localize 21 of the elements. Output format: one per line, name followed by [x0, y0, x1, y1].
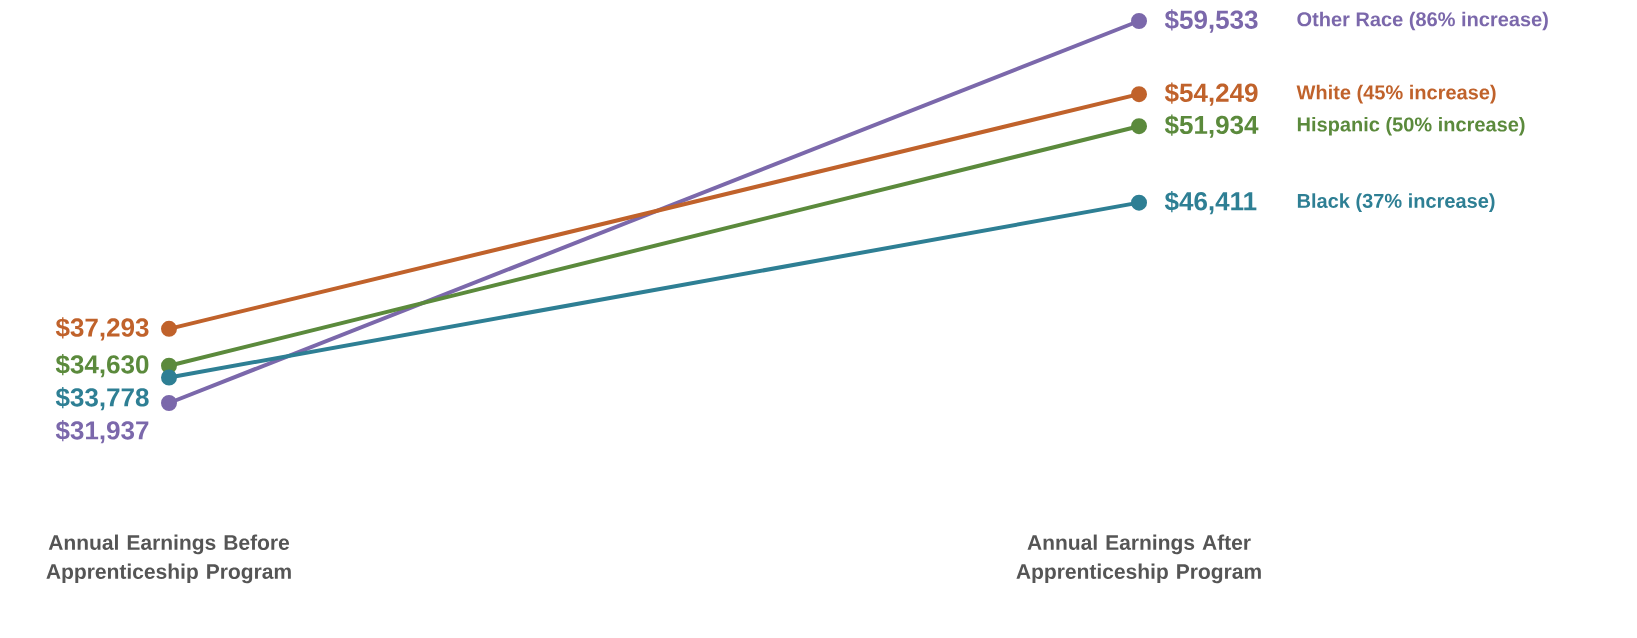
data-label: $31,937: [55, 420, 149, 444]
point: [161, 369, 178, 386]
text: Black (37% increase): [1297, 193, 1495, 212]
x-tick-label: Annual Earnings After Apprenticeship Program: [1016, 534, 1261, 584]
point: [1131, 86, 1148, 103]
point: [1131, 194, 1148, 211]
data-label: $46,411: [1164, 190, 1257, 215]
data-label: $33,778: [55, 387, 149, 411]
data-label: $59,533: [1164, 9, 1258, 33]
data-label: $34,630: [55, 354, 149, 378]
text: Other Race (86% increase): [1297, 11, 1548, 31]
point: [1131, 118, 1148, 135]
point: [1131, 13, 1148, 29]
text: Hispanic (50% increase): [1297, 116, 1525, 136]
text: White (45% increase): [1296, 84, 1496, 104]
data-label: $54,249: [1164, 82, 1258, 106]
point: [161, 395, 178, 411]
data-label: $51,934: [1164, 114, 1259, 138]
point: [161, 320, 178, 337]
x-tick-label: Annual Earnings Before Apprenticeship Program: [46, 534, 291, 584]
data-label: $37,293: [55, 317, 149, 341]
